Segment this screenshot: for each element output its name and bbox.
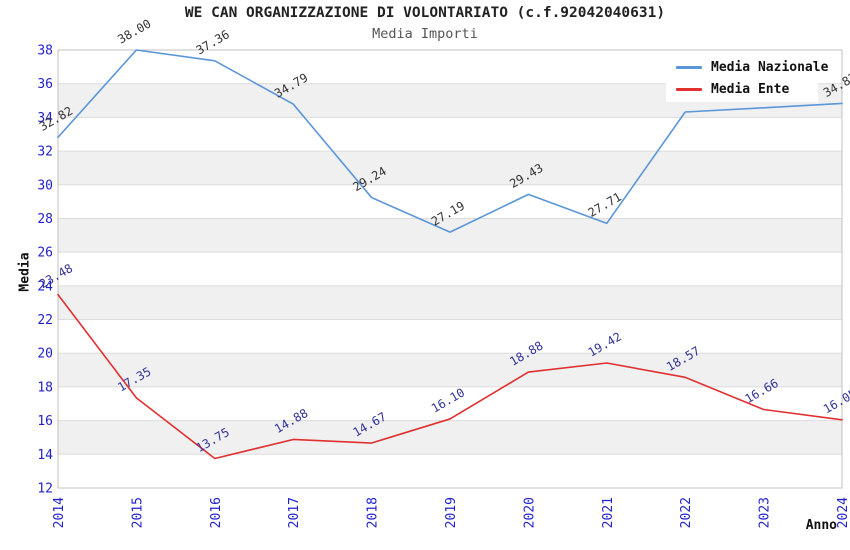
x-tick-label: 2023 [758, 497, 773, 528]
plot-band [58, 218, 842, 253]
y-tick-label: 22 [37, 313, 53, 328]
y-tick-label: 38 [37, 44, 53, 59]
point-label: 16.10 [429, 385, 467, 415]
y-tick-label: 36 [37, 77, 53, 92]
point-label: 32.82 [37, 104, 75, 134]
legend-item-media-ente: Media Ente [666, 80, 818, 98]
legend-line-marker-red [676, 87, 702, 91]
plot-border [57, 49, 843, 489]
y-tick-label: 12 [37, 482, 53, 497]
plot-band [58, 151, 842, 185]
x-tick-label: 2024 [836, 497, 850, 528]
series-line-0 [57, 49, 843, 233]
y-tick-label: 30 [37, 178, 53, 193]
x-tick-label: 2021 [601, 497, 616, 528]
plot-band [58, 420, 842, 455]
legend-line-marker-blue [676, 65, 702, 69]
y-tick-label: 26 [37, 246, 53, 261]
x-tick-label: 2014 [52, 497, 67, 528]
series-line-1 [57, 293, 843, 460]
y-tick-label: 28 [37, 212, 53, 227]
y-tick-label: 18 [37, 380, 53, 395]
y-tick-label: 24 [37, 279, 53, 294]
legend-box: Media Nazionale Media Ente [666, 54, 828, 102]
chart-title: WE CAN ORGANIZZAZIONE DI VOLONTARIATO (c… [184, 5, 666, 21]
legend-label: Media Nazionale [711, 59, 829, 75]
x-tick-label: 2022 [679, 497, 694, 528]
x-tick-label: 2016 [209, 497, 224, 528]
x-tick-label: 2018 [366, 497, 381, 528]
y-tick-label: 34 [37, 111, 53, 126]
legend-item-media-nazionale: Media Nazionale [666, 58, 828, 76]
x-tick-label: 2015 [130, 497, 145, 528]
plot-band [58, 285, 842, 320]
x-tick-label: 2019 [444, 497, 459, 528]
y-tick-label: 16 [37, 414, 53, 429]
point-label: 16.05 [821, 386, 850, 416]
x-tick-label: 2020 [522, 497, 537, 528]
y-axis-title: Media [17, 252, 33, 292]
plot-band [58, 353, 842, 387]
x-axis-title: Anno [805, 518, 837, 533]
y-tick-label: 14 [37, 448, 53, 463]
y-tick-label: 32 [37, 145, 53, 160]
point-label: 27.71 [586, 190, 624, 220]
legend-label: Media Ente [711, 81, 790, 97]
y-tick-label: 20 [37, 347, 53, 362]
x-tick-label: 2017 [287, 497, 302, 528]
chart-subtitle: Media Importi [372, 26, 478, 42]
